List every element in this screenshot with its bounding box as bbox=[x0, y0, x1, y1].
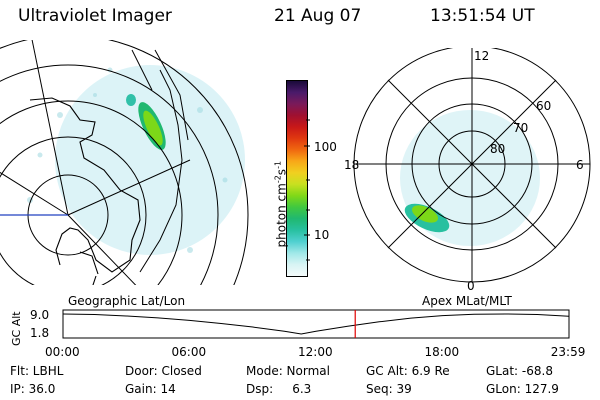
colorbar-tick-100: 100 bbox=[314, 140, 337, 154]
mlt-6: 6 bbox=[576, 158, 584, 172]
info-field: Gain: 14 bbox=[125, 382, 176, 396]
info-field: Dsp: 6.3 bbox=[246, 382, 312, 396]
unit-exp2: -1 bbox=[273, 160, 283, 169]
latitude-circles bbox=[0, 40, 249, 285]
left-panel-label: Geographic Lat/Lon bbox=[68, 294, 186, 308]
x-tick-label: 06:00 bbox=[172, 345, 207, 359]
info-field: Door: Closed bbox=[125, 364, 202, 378]
mlt-12: 12 bbox=[474, 49, 489, 63]
auroral-patch bbox=[126, 94, 166, 150]
info-field: IP: 36.0 bbox=[10, 382, 56, 396]
emission-haze bbox=[55, 65, 245, 255]
right-panel-label: Apex MLat/MLT bbox=[422, 294, 512, 308]
y-axis-label-group: GC Alt bbox=[10, 311, 23, 346]
time-label: 13:51:54 UT bbox=[430, 6, 535, 26]
mlt-18: 18 bbox=[344, 158, 359, 172]
colorbar-unit: photon cm-2s-1 bbox=[274, 98, 289, 248]
date-label: 21 Aug 07 bbox=[274, 6, 362, 26]
info-field: Seq: 39 bbox=[366, 382, 412, 396]
altitude-chart: GC Alt 9.0 1.8 00:00 06:00 12:00 18:00 23:59 bbox=[10, 308, 586, 359]
y-axis-label: GC Alt bbox=[10, 311, 23, 346]
mlat-60: 60 bbox=[536, 99, 551, 113]
info-field: Flt: LBHL bbox=[10, 364, 64, 378]
coastline bbox=[29, 97, 141, 285]
x-tick-label: 23:59 bbox=[551, 345, 586, 359]
series-line bbox=[62, 313, 569, 335]
geographic-map bbox=[0, 40, 249, 285]
colorbar bbox=[286, 80, 308, 277]
info-field: GLon: 127.9 bbox=[486, 382, 559, 396]
mlt-0: 0 bbox=[467, 279, 475, 293]
y-tick-label: 1.8 bbox=[30, 326, 49, 340]
info-field: GC Alt: 6.9 Re bbox=[366, 364, 450, 378]
info-field: GLat: -68.8 bbox=[486, 364, 553, 378]
polar-auroral-patch bbox=[404, 203, 450, 233]
polar-dial: 12 18 6 0 60 70 80 bbox=[344, 48, 591, 293]
y-tick-label: 9.0 bbox=[30, 308, 49, 322]
plot-frame bbox=[62, 309, 570, 339]
mlat-80: 80 bbox=[490, 142, 505, 156]
x-tick-label: 00:00 bbox=[45, 345, 80, 359]
mlat-70: 70 bbox=[513, 121, 528, 135]
colorbar-tick-10: 10 bbox=[314, 228, 330, 242]
instrument-title: Ultraviolet Imager bbox=[18, 6, 172, 26]
colorbar-ticks bbox=[304, 119, 310, 261]
x-tick-label: 12:00 bbox=[298, 345, 333, 359]
x-tick-label: 18:00 bbox=[425, 345, 460, 359]
meridians bbox=[0, 40, 191, 285]
unit-exp1: -2 bbox=[273, 175, 283, 184]
info-field: Mode: Normal bbox=[246, 364, 330, 378]
unit-s: s bbox=[274, 168, 289, 176]
unit-text: photon cm bbox=[274, 183, 289, 248]
mlt-lines bbox=[354, 48, 590, 282]
